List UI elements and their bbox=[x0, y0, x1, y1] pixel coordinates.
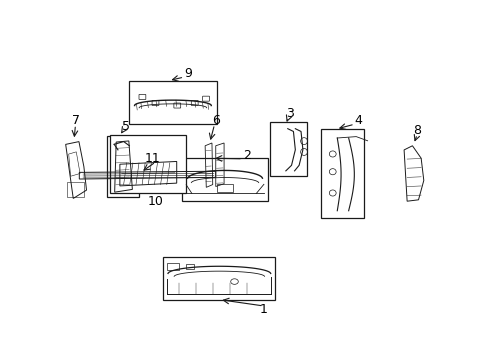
Bar bbox=[129, 81, 216, 123]
Bar bbox=[320, 129, 364, 218]
Text: 6: 6 bbox=[212, 114, 220, 127]
Text: 5: 5 bbox=[122, 120, 129, 133]
Bar bbox=[110, 135, 186, 193]
Text: 7: 7 bbox=[71, 114, 80, 127]
Text: 10: 10 bbox=[148, 195, 163, 208]
Text: 2: 2 bbox=[243, 149, 250, 162]
Bar bbox=[163, 257, 275, 300]
Bar bbox=[182, 158, 267, 201]
Bar bbox=[186, 264, 193, 269]
Text: 8: 8 bbox=[412, 124, 421, 137]
Text: 4: 4 bbox=[354, 114, 362, 127]
Bar bbox=[217, 184, 232, 192]
Text: 9: 9 bbox=[184, 67, 192, 80]
Bar bbox=[67, 182, 84, 197]
Text: 3: 3 bbox=[286, 107, 294, 120]
Text: 1: 1 bbox=[260, 303, 267, 316]
Bar bbox=[106, 136, 139, 197]
Text: 11: 11 bbox=[144, 152, 160, 165]
Bar bbox=[167, 263, 178, 270]
Bar bbox=[269, 122, 307, 176]
